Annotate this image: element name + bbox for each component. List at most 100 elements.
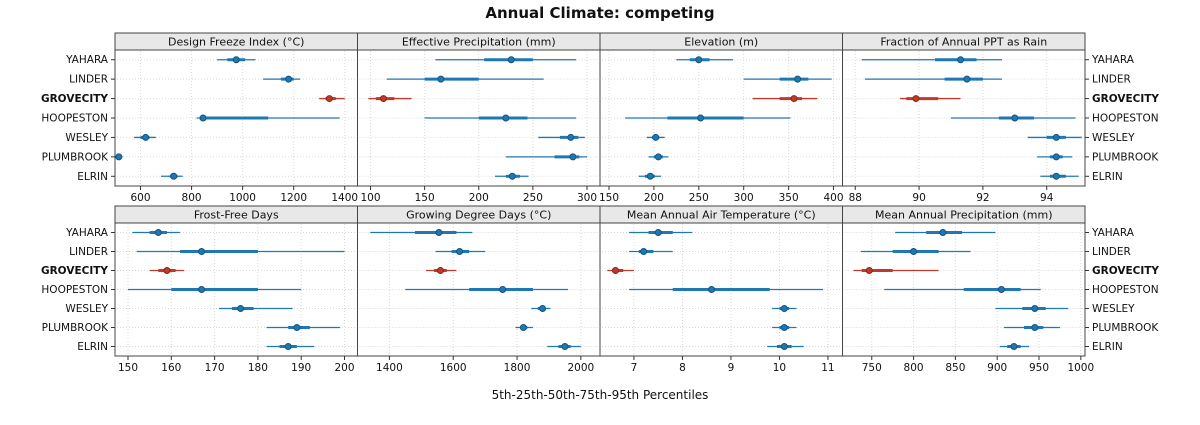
panel-header-title: Growing Degree Days (°C) <box>406 209 551 222</box>
site-label-right: PLUMBROOK <box>1092 151 1159 163</box>
median-dot <box>1052 153 1060 161</box>
x-axis-tick-label: 150 <box>599 192 619 204</box>
site-label-right: WESLEY <box>1092 132 1135 144</box>
median-dot <box>198 286 206 293</box>
x-axis-tick-label: 100 <box>360 192 380 204</box>
site-label-left: PLUMBROOK <box>42 322 109 334</box>
median-dot <box>163 267 171 274</box>
median-dot <box>997 286 1005 293</box>
median-dot <box>437 75 445 83</box>
median-dot <box>499 286 507 293</box>
median-dot <box>652 133 660 141</box>
x-axis-tick-label: 800 <box>182 192 202 204</box>
median-dot <box>285 75 293 83</box>
x-axis-tick-label: 90 <box>912 192 925 204</box>
site-label-left: LINDER <box>69 246 108 258</box>
median-dot <box>154 229 162 236</box>
median-dot <box>654 153 662 161</box>
x-axis-tick-label: 190 <box>291 362 311 374</box>
site-label-right: PLUMBROOK <box>1092 322 1159 334</box>
panel-header-title: Effective Precipitation (mm) <box>402 36 556 49</box>
median-dot <box>507 56 515 64</box>
site-label-right: YAHARA <box>1091 227 1135 239</box>
site-label-left: WESLEY <box>65 132 108 144</box>
median-dot <box>780 343 788 350</box>
median-dot <box>237 305 245 312</box>
median-dot <box>115 153 123 161</box>
panel-header-title: Mean Annual Precipitation (mm) <box>875 209 1052 222</box>
median-dot <box>569 153 577 161</box>
median-dot <box>232 56 240 64</box>
x-axis-tick-label: 1600 <box>440 362 467 374</box>
x-axis-tick-label: 150 <box>118 362 138 374</box>
x-axis-tick-label: 1400 <box>331 192 358 204</box>
x-axis-tick-label: 94 <box>1040 192 1054 204</box>
site-label-left: GROVECITY <box>41 93 108 105</box>
site-label-right: HOOPESTON <box>1092 284 1159 296</box>
x-axis-tick-label: 200 <box>469 192 489 204</box>
median-dot <box>612 267 620 274</box>
x-axis-tick-label: 2000 <box>567 362 594 374</box>
median-dot <box>1031 305 1039 312</box>
x-axis-tick-label: 170 <box>205 362 225 374</box>
median-dot <box>519 324 527 331</box>
x-axis-tick-label: 1400 <box>376 362 403 374</box>
x-axis-tick-label: 1200 <box>280 192 307 204</box>
x-axis-tick-label: 88 <box>849 192 862 204</box>
x-axis-tick-label: 1800 <box>504 362 531 374</box>
site-label-left: HOOPESTON <box>41 284 108 296</box>
x-axis-tick-label: 350 <box>779 192 799 204</box>
median-dot <box>170 172 178 180</box>
median-dot <box>456 248 464 255</box>
x-axis-tick-label: 300 <box>734 192 754 204</box>
panel-header-title: Mean Annual Air Temperature (°C) <box>627 209 816 222</box>
site-label-right: GROVECITY <box>1092 265 1159 277</box>
x-axis-tick-label: 10 <box>773 362 786 374</box>
median-dot <box>794 75 802 83</box>
median-dot <box>910 248 918 255</box>
site-label-right: ELRIN <box>1092 341 1123 353</box>
median-dot <box>695 56 703 64</box>
median-dot <box>379 95 387 103</box>
median-dot <box>939 229 947 236</box>
site-label-right: WESLEY <box>1092 303 1135 315</box>
x-axis-tick-label: 180 <box>248 362 268 374</box>
median-dot <box>654 229 662 236</box>
panel-header-title: Design Freeze Index (°C) <box>168 36 304 49</box>
site-label-left: GROVECITY <box>41 265 108 277</box>
panel-header-title: Elevation (m) <box>684 36 758 49</box>
x-axis-tick-label: 200 <box>644 192 664 204</box>
x-axis-tick-label: 950 <box>1029 362 1049 374</box>
median-dot <box>790 95 798 103</box>
median-dot <box>502 114 510 122</box>
x-axis-tick-label: 300 <box>577 192 597 204</box>
site-label-left: YAHARA <box>65 54 109 66</box>
panel-border <box>842 32 1086 187</box>
median-dot <box>436 267 444 274</box>
site-label-left: HOOPESTON <box>41 113 108 125</box>
x-axis-tick-label: 200 <box>334 362 354 374</box>
median-dot <box>865 267 873 274</box>
median-dot <box>640 248 648 255</box>
median-dot <box>708 286 716 293</box>
x-axis-tick-label: 250 <box>523 192 543 204</box>
median-dot <box>697 114 705 122</box>
panel-border <box>842 205 1086 357</box>
x-axis-tick-label: 400 <box>823 192 843 204</box>
median-dot <box>1010 343 1018 350</box>
median-dot <box>508 172 516 180</box>
median-dot <box>780 324 788 331</box>
median-dot <box>284 343 292 350</box>
median-dot <box>1052 133 1060 141</box>
median-dot <box>293 324 301 331</box>
panel-header-title: Frost-Free Days <box>194 209 279 222</box>
site-label-left: ELRIN <box>77 341 108 353</box>
x-axis-tick-label: 850 <box>945 362 965 374</box>
x-axis-tick-label: 250 <box>689 192 709 204</box>
median-dot <box>1031 324 1039 331</box>
panel-header-title: Fraction of Annual PPT as Rain <box>880 36 1047 49</box>
chart-title: Annual Climate: competing <box>485 4 715 22</box>
x-axis-tick-label: 160 <box>161 362 181 374</box>
site-label-right: GROVECITY <box>1092 93 1159 105</box>
